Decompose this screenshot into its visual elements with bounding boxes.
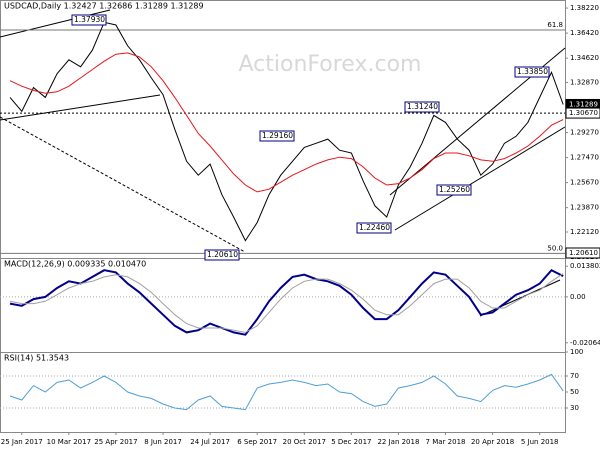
fib-label: 61.8 <box>547 21 563 29</box>
level-label: 1.20610 <box>569 249 598 257</box>
callout-box <box>514 66 550 78</box>
x-tick-label: 22 Jan 2018 <box>377 438 419 446</box>
x-tick-label: 5 Dec 2017 <box>331 438 371 446</box>
y-tick-label: 30 <box>570 404 579 412</box>
series-line <box>9 373 564 411</box>
fib-label: 50.0 <box>547 244 563 252</box>
y-tick-label: 1.34620 <box>570 54 599 62</box>
x-tick-label: 10 Mar 2017 <box>47 438 91 446</box>
series-line <box>9 268 564 336</box>
level-box <box>565 247 600 259</box>
y-tick-label: 1.25670 <box>570 179 599 187</box>
level-box <box>565 107 600 119</box>
callout-box <box>204 249 240 261</box>
x-tick-label: 24 Jul 2017 <box>190 438 230 446</box>
y-tick-label: 0.013802 <box>570 262 600 270</box>
y-tick-label: -0.020646 <box>570 339 600 347</box>
callout-box <box>436 184 472 196</box>
callout-label: 1.37930 <box>74 15 105 24</box>
y-tick-label: 0.00 <box>570 293 586 301</box>
level-label: 1.31289 <box>569 100 598 108</box>
callout-label: 1.20610 <box>207 250 238 259</box>
y-tick-label: 1.23870 <box>570 204 599 212</box>
y-tick-label: 1.27470 <box>570 154 599 162</box>
x-tick-label: 7 Mar 2018 <box>426 438 466 446</box>
callout-label: 1.33850 <box>517 67 548 76</box>
series-line <box>9 21 564 242</box>
callout-label: 1.25260 <box>439 185 470 194</box>
callout-box <box>259 130 295 142</box>
y-tick-label: 1.38220 <box>570 4 599 12</box>
y-tick-label: 70 <box>570 372 579 380</box>
rsi-title: RSI(14) 51.3543 <box>4 354 69 363</box>
callout-box <box>404 101 440 113</box>
callout-label: 1.31240 <box>407 102 438 111</box>
callout-label: 1.22460 <box>359 223 390 232</box>
level-label: 1.30670 <box>569 109 598 117</box>
callout-box <box>71 14 107 26</box>
y-tick-label: 1.36420 <box>570 29 599 37</box>
x-tick-label: 8 Jun 2017 <box>144 438 182 446</box>
callout-label: 1.29160 <box>262 131 293 140</box>
x-tick-label: 25 Jan 2017 <box>1 438 43 446</box>
x-tick-label: 5 Jun 2018 <box>521 438 559 446</box>
x-tick-label: 20 Oct 2017 <box>283 438 326 446</box>
callout-box <box>356 222 392 234</box>
series-line <box>9 52 564 193</box>
y-tick-label: 1.22120 <box>570 228 599 236</box>
y-tick-label: 1.29270 <box>570 129 599 137</box>
y-tick-label: 1.32870 <box>570 78 599 86</box>
price-title: USDCAD,Daily 1.32427 1.32686 1.31289 1.3… <box>4 2 204 11</box>
macd-title: MACD(12,26,9) 0.009335 0.010470 <box>4 260 146 269</box>
x-tick-label: 20 Apr 2018 <box>471 438 514 446</box>
x-tick-label: 25 Apr 2017 <box>94 438 137 446</box>
watermark: ActionForex.com <box>239 52 422 77</box>
x-tick-label: 6 Sep 2017 <box>237 438 277 446</box>
y-tick-label: 50 <box>570 388 579 396</box>
series-line <box>9 273 564 333</box>
y-tick-label: 100 <box>570 348 583 356</box>
